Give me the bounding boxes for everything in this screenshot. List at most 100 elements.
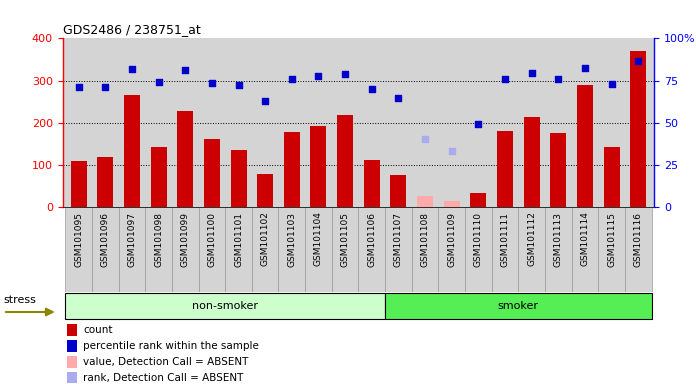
Text: GSM101112: GSM101112 <box>527 212 536 266</box>
Text: percentile rank within the sample: percentile rank within the sample <box>84 341 259 351</box>
Bar <box>625 207 651 292</box>
Bar <box>258 174 273 207</box>
Text: non-smoker: non-smoker <box>192 301 258 311</box>
Bar <box>278 207 305 292</box>
Text: GSM101098: GSM101098 <box>154 212 163 266</box>
Bar <box>603 147 619 207</box>
Text: rank, Detection Call = ABSENT: rank, Detection Call = ABSENT <box>84 372 244 383</box>
Bar <box>470 193 487 207</box>
Text: GSM101097: GSM101097 <box>127 212 136 266</box>
Text: GSM101113: GSM101113 <box>554 212 563 266</box>
Bar <box>92 207 118 292</box>
Text: GSM101110: GSM101110 <box>474 212 483 266</box>
Bar <box>444 201 459 207</box>
Point <box>553 75 564 81</box>
Text: GSM101099: GSM101099 <box>181 212 190 266</box>
Bar <box>70 161 86 207</box>
Text: GSM101107: GSM101107 <box>394 212 403 266</box>
Bar <box>204 139 220 207</box>
Bar <box>337 115 353 207</box>
Point <box>180 67 191 73</box>
Bar <box>438 207 465 292</box>
Bar <box>65 207 92 292</box>
Text: GDS2486 / 238751_at: GDS2486 / 238751_at <box>63 23 200 36</box>
Text: GSM101095: GSM101095 <box>74 212 83 266</box>
Point <box>420 136 431 142</box>
Point <box>366 86 377 92</box>
Text: GSM101105: GSM101105 <box>340 212 349 266</box>
Bar <box>385 293 651 319</box>
Text: GSM101106: GSM101106 <box>367 212 377 266</box>
Bar <box>172 207 198 292</box>
Bar <box>67 340 77 352</box>
Bar <box>284 132 300 207</box>
Bar <box>67 356 77 367</box>
Bar <box>577 85 593 207</box>
Bar <box>252 207 278 292</box>
Bar <box>198 207 226 292</box>
Point <box>100 84 111 90</box>
Bar <box>332 207 358 292</box>
Bar <box>124 95 140 207</box>
Bar <box>412 207 438 292</box>
Point <box>579 65 590 71</box>
Text: GSM101102: GSM101102 <box>261 212 269 266</box>
Bar <box>364 160 380 207</box>
Bar <box>631 51 647 207</box>
Point <box>473 121 484 127</box>
Text: GSM101100: GSM101100 <box>207 212 216 266</box>
Point <box>206 79 217 86</box>
Bar <box>417 195 433 207</box>
Bar <box>145 207 172 292</box>
Bar <box>305 207 332 292</box>
Bar <box>491 207 519 292</box>
Bar <box>523 117 539 207</box>
Bar <box>150 147 166 207</box>
Text: GSM101116: GSM101116 <box>634 212 642 266</box>
Text: GSM101109: GSM101109 <box>448 212 456 266</box>
Text: value, Detection Call = ABSENT: value, Detection Call = ABSENT <box>84 357 248 367</box>
Bar <box>230 150 246 207</box>
Text: GSM101108: GSM101108 <box>420 212 429 266</box>
Bar <box>385 207 412 292</box>
Bar <box>65 293 385 319</box>
Point <box>500 75 511 81</box>
Point <box>73 84 84 90</box>
Text: count: count <box>84 325 113 335</box>
Point <box>153 79 164 85</box>
Bar <box>519 207 545 292</box>
Bar <box>545 207 571 292</box>
Point <box>446 148 457 154</box>
Bar <box>551 133 567 207</box>
Point <box>233 82 244 88</box>
Bar <box>226 207 252 292</box>
Text: smoker: smoker <box>498 301 539 311</box>
Point <box>127 66 138 72</box>
Bar <box>465 207 491 292</box>
Bar <box>358 207 385 292</box>
Point <box>606 81 617 87</box>
Bar <box>310 126 326 207</box>
Bar <box>571 207 599 292</box>
Bar <box>599 207 625 292</box>
Text: GSM101111: GSM101111 <box>500 212 509 266</box>
Bar <box>67 372 77 383</box>
Text: GSM101115: GSM101115 <box>607 212 616 266</box>
Text: GSM101096: GSM101096 <box>101 212 110 266</box>
Bar <box>67 324 77 336</box>
Bar <box>390 175 406 207</box>
Point <box>260 98 271 104</box>
Text: GSM101101: GSM101101 <box>234 212 243 266</box>
Bar <box>97 157 113 207</box>
Text: GSM101104: GSM101104 <box>314 212 323 266</box>
Point <box>340 71 351 78</box>
Text: GSM101114: GSM101114 <box>580 212 590 266</box>
Bar <box>177 111 193 207</box>
Bar <box>497 131 513 207</box>
Point <box>286 75 297 81</box>
Point <box>633 58 644 64</box>
Point <box>313 73 324 79</box>
Point <box>393 94 404 101</box>
Text: stress: stress <box>3 295 36 306</box>
Point <box>526 70 537 76</box>
